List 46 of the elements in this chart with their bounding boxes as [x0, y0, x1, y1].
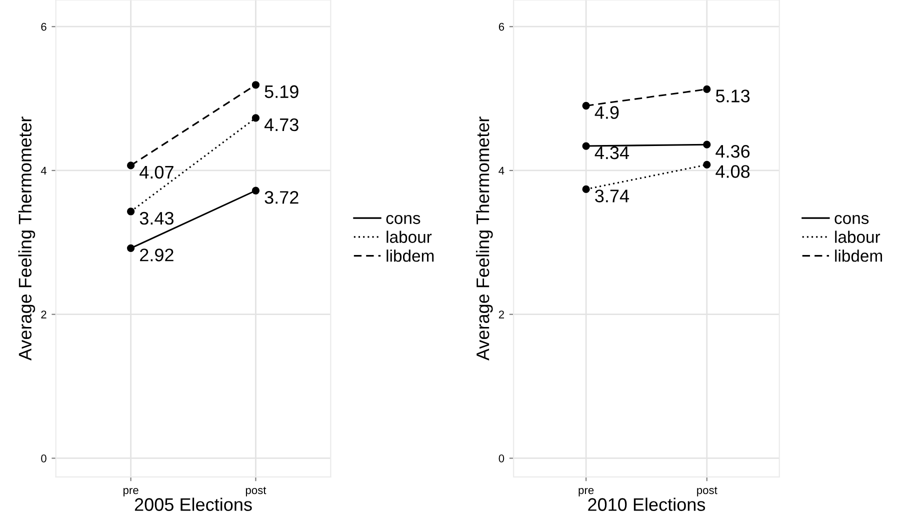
x-axis-title: 2005 Elections	[134, 498, 252, 511]
data-label: 3.72	[264, 191, 298, 204]
point	[582, 102, 590, 110]
y-axis-title: Average Feeling Thermometer	[476, 116, 493, 361]
data-label: 2.92	[140, 248, 174, 262]
legend-label: labour	[386, 230, 432, 243]
x-tick-label: post	[246, 486, 266, 496]
y-tick-label: 2	[498, 310, 504, 318]
legend-label: cons	[834, 214, 869, 224]
point	[703, 85, 711, 94]
y-axis-title: Average Feeling Thermometer	[18, 116, 36, 361]
data-label: 4.73	[264, 118, 298, 132]
x-axis-title: 2010 Elections	[588, 498, 706, 511]
point	[252, 114, 260, 122]
legend-label: libdem	[835, 250, 882, 262]
point	[703, 140, 711, 148]
legend-label: cons	[386, 214, 420, 224]
x-tick-label: pre	[123, 488, 138, 496]
point	[252, 186, 260, 194]
data-label: 4.9	[594, 106, 619, 119]
x-tick-label: post	[697, 486, 718, 496]
data-label: 3.43	[140, 212, 174, 225]
legend-label: labour	[835, 230, 880, 243]
point	[582, 185, 590, 194]
point	[126, 208, 135, 216]
y-tick-label: 0	[498, 454, 504, 462]
y-tick-label: 4	[498, 166, 504, 175]
point	[582, 142, 590, 150]
point	[126, 162, 135, 170]
data-label: 3.74	[595, 190, 630, 202]
point	[126, 244, 135, 252]
data-label: 4.34	[594, 146, 630, 160]
point	[252, 81, 260, 89]
data-label: 5.19	[264, 85, 298, 98]
data-label: 4.07	[140, 166, 174, 179]
y-tick-label: 0	[41, 454, 46, 462]
y-tick-label: 2	[41, 310, 46, 318]
y-tick-label: 4	[40, 166, 47, 175]
legend-label: libdem	[386, 250, 434, 262]
data-label: 5.13	[716, 90, 750, 102]
data-label: 4.36	[716, 144, 750, 158]
y-tick-label: 6	[41, 22, 46, 31]
data-label: 4.08	[716, 165, 750, 178]
x-tick-label: pre	[578, 488, 594, 496]
y-tick-label: 6	[498, 22, 504, 31]
point	[703, 160, 711, 169]
